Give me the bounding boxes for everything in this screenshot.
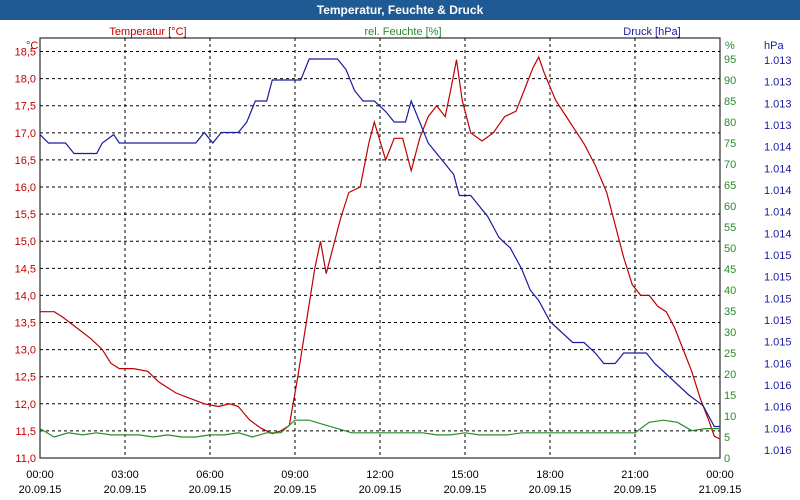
x-tick-date: 20.09.15: [444, 484, 487, 496]
left-tick-label: 15,5: [15, 209, 36, 221]
mid-axis-unit: %: [725, 40, 735, 52]
right-tick-label: 1.014: [764, 163, 792, 175]
mid-tick-label: 70: [724, 159, 736, 171]
mid-tick-label: 95: [724, 54, 736, 66]
x-tick-time: 21:00: [621, 469, 649, 481]
humidity-line: [39, 419, 720, 438]
x-tick-date: 20.09.15: [189, 484, 232, 496]
right-tick-label: 1.016: [764, 380, 792, 392]
mid-tick-label: 30: [724, 327, 736, 339]
mid-tick-label: 75: [724, 138, 736, 150]
left-tick-label: 12,5: [15, 372, 36, 384]
mid-tick-label: 25: [724, 348, 736, 360]
right-tick-label: 1.015: [764, 272, 792, 284]
left-tick-label: 15,0: [15, 236, 36, 248]
right-tick-label: 1.014: [764, 142, 792, 154]
left-tick-label: 13,5: [15, 318, 36, 330]
x-tick-time: 00:00: [706, 469, 734, 481]
x-tick-date: 20.09.15: [529, 484, 572, 496]
mid-tick-label: 0: [724, 453, 730, 465]
x-tick-date: 20.09.15: [104, 484, 147, 496]
x-tick-time: 12:00: [366, 469, 394, 481]
left-tick-label: 17,5: [15, 101, 36, 113]
pressure-line: [39, 58, 720, 428]
right-axis-title: Druck [hPa]: [623, 26, 680, 38]
mid-axis-title: rel. Feuchte [%]: [364, 26, 441, 38]
right-tick-label: 1.016: [764, 423, 792, 435]
x-tick-time: 00:00: [26, 469, 54, 481]
x-tick-time: 18:00: [536, 469, 564, 481]
mid-tick-label: 45: [724, 264, 736, 276]
right-tick-label: 1.015: [764, 315, 792, 327]
right-tick-label: 1.013: [764, 98, 792, 110]
left-tick-label: 18,0: [15, 74, 36, 86]
left-tick-label: 14,0: [15, 290, 36, 302]
right-tick-label: 1.014: [764, 185, 792, 197]
x-tick-time: 03:00: [111, 469, 139, 481]
left-axis-unit: °C: [26, 40, 38, 52]
x-tick-date: 20.09.15: [614, 484, 657, 496]
x-tick-date: 20.09.15: [274, 484, 317, 496]
chart-area: Temperatur [°C] °C rel. Feuchte [%] % Dr…: [0, 20, 800, 500]
mid-tick-label: 15: [724, 390, 736, 402]
x-tick-date: 20.09.15: [19, 484, 62, 496]
mid-tick-label: 80: [724, 117, 736, 129]
mid-tick-label: 10: [724, 411, 736, 423]
mid-tick-label: 50: [724, 243, 736, 255]
x-tick-time: 09:00: [281, 469, 309, 481]
chart-title: Temperatur, Feuchte & Druck: [0, 0, 800, 20]
x-tick-time: 15:00: [451, 469, 479, 481]
x-tick-date: 20.09.15: [359, 484, 402, 496]
mid-tick-label: 90: [724, 75, 736, 87]
mid-tick-label: 40: [724, 285, 736, 297]
left-tick-label: 17,0: [15, 128, 36, 140]
right-tick-label: 1.016: [764, 445, 792, 457]
left-axis-title: Temperatur [°C]: [109, 26, 186, 38]
right-tick-label: 1.016: [764, 402, 792, 414]
x-tick-date: 21.09.15: [699, 484, 742, 496]
right-tick-label: 1.013: [764, 120, 792, 132]
mid-tick-label: 85: [724, 96, 736, 108]
left-tick-label: 12,0: [15, 399, 36, 411]
left-tick-label: 14,5: [15, 263, 36, 275]
mid-tick-label: 65: [724, 180, 736, 192]
mid-tick-label: 55: [724, 222, 736, 234]
right-tick-label: 1.015: [764, 250, 792, 262]
right-tick-label: 1.014: [764, 207, 792, 219]
mid-tick-label: 60: [724, 201, 736, 213]
left-tick-label: 16,0: [15, 182, 36, 194]
temperature-line: [40, 55, 721, 440]
left-tick-label: 16,5: [15, 155, 36, 167]
right-tick-label: 1.016: [764, 358, 792, 370]
right-tick-label: 1.015: [764, 337, 792, 349]
left-tick-label: 13,0: [15, 345, 36, 357]
left-tick-label: 11,0: [15, 453, 36, 465]
right-tick-label: 1.014: [764, 228, 792, 240]
left-tick-label: 11,5: [15, 426, 36, 438]
right-axis-unit: hPa: [764, 40, 784, 52]
left-tick-label: 18,5: [15, 47, 36, 59]
plot-frame: [39, 37, 721, 459]
mid-tick-label: 35: [724, 306, 736, 318]
right-tick-label: 1.013: [764, 77, 792, 89]
x-tick-time: 06:00: [196, 469, 224, 481]
right-tick-label: 1.013: [764, 55, 792, 67]
mid-tick-label: 20: [724, 369, 736, 381]
right-tick-label: 1.015: [764, 293, 792, 305]
mid-tick-label: 5: [724, 432, 730, 444]
